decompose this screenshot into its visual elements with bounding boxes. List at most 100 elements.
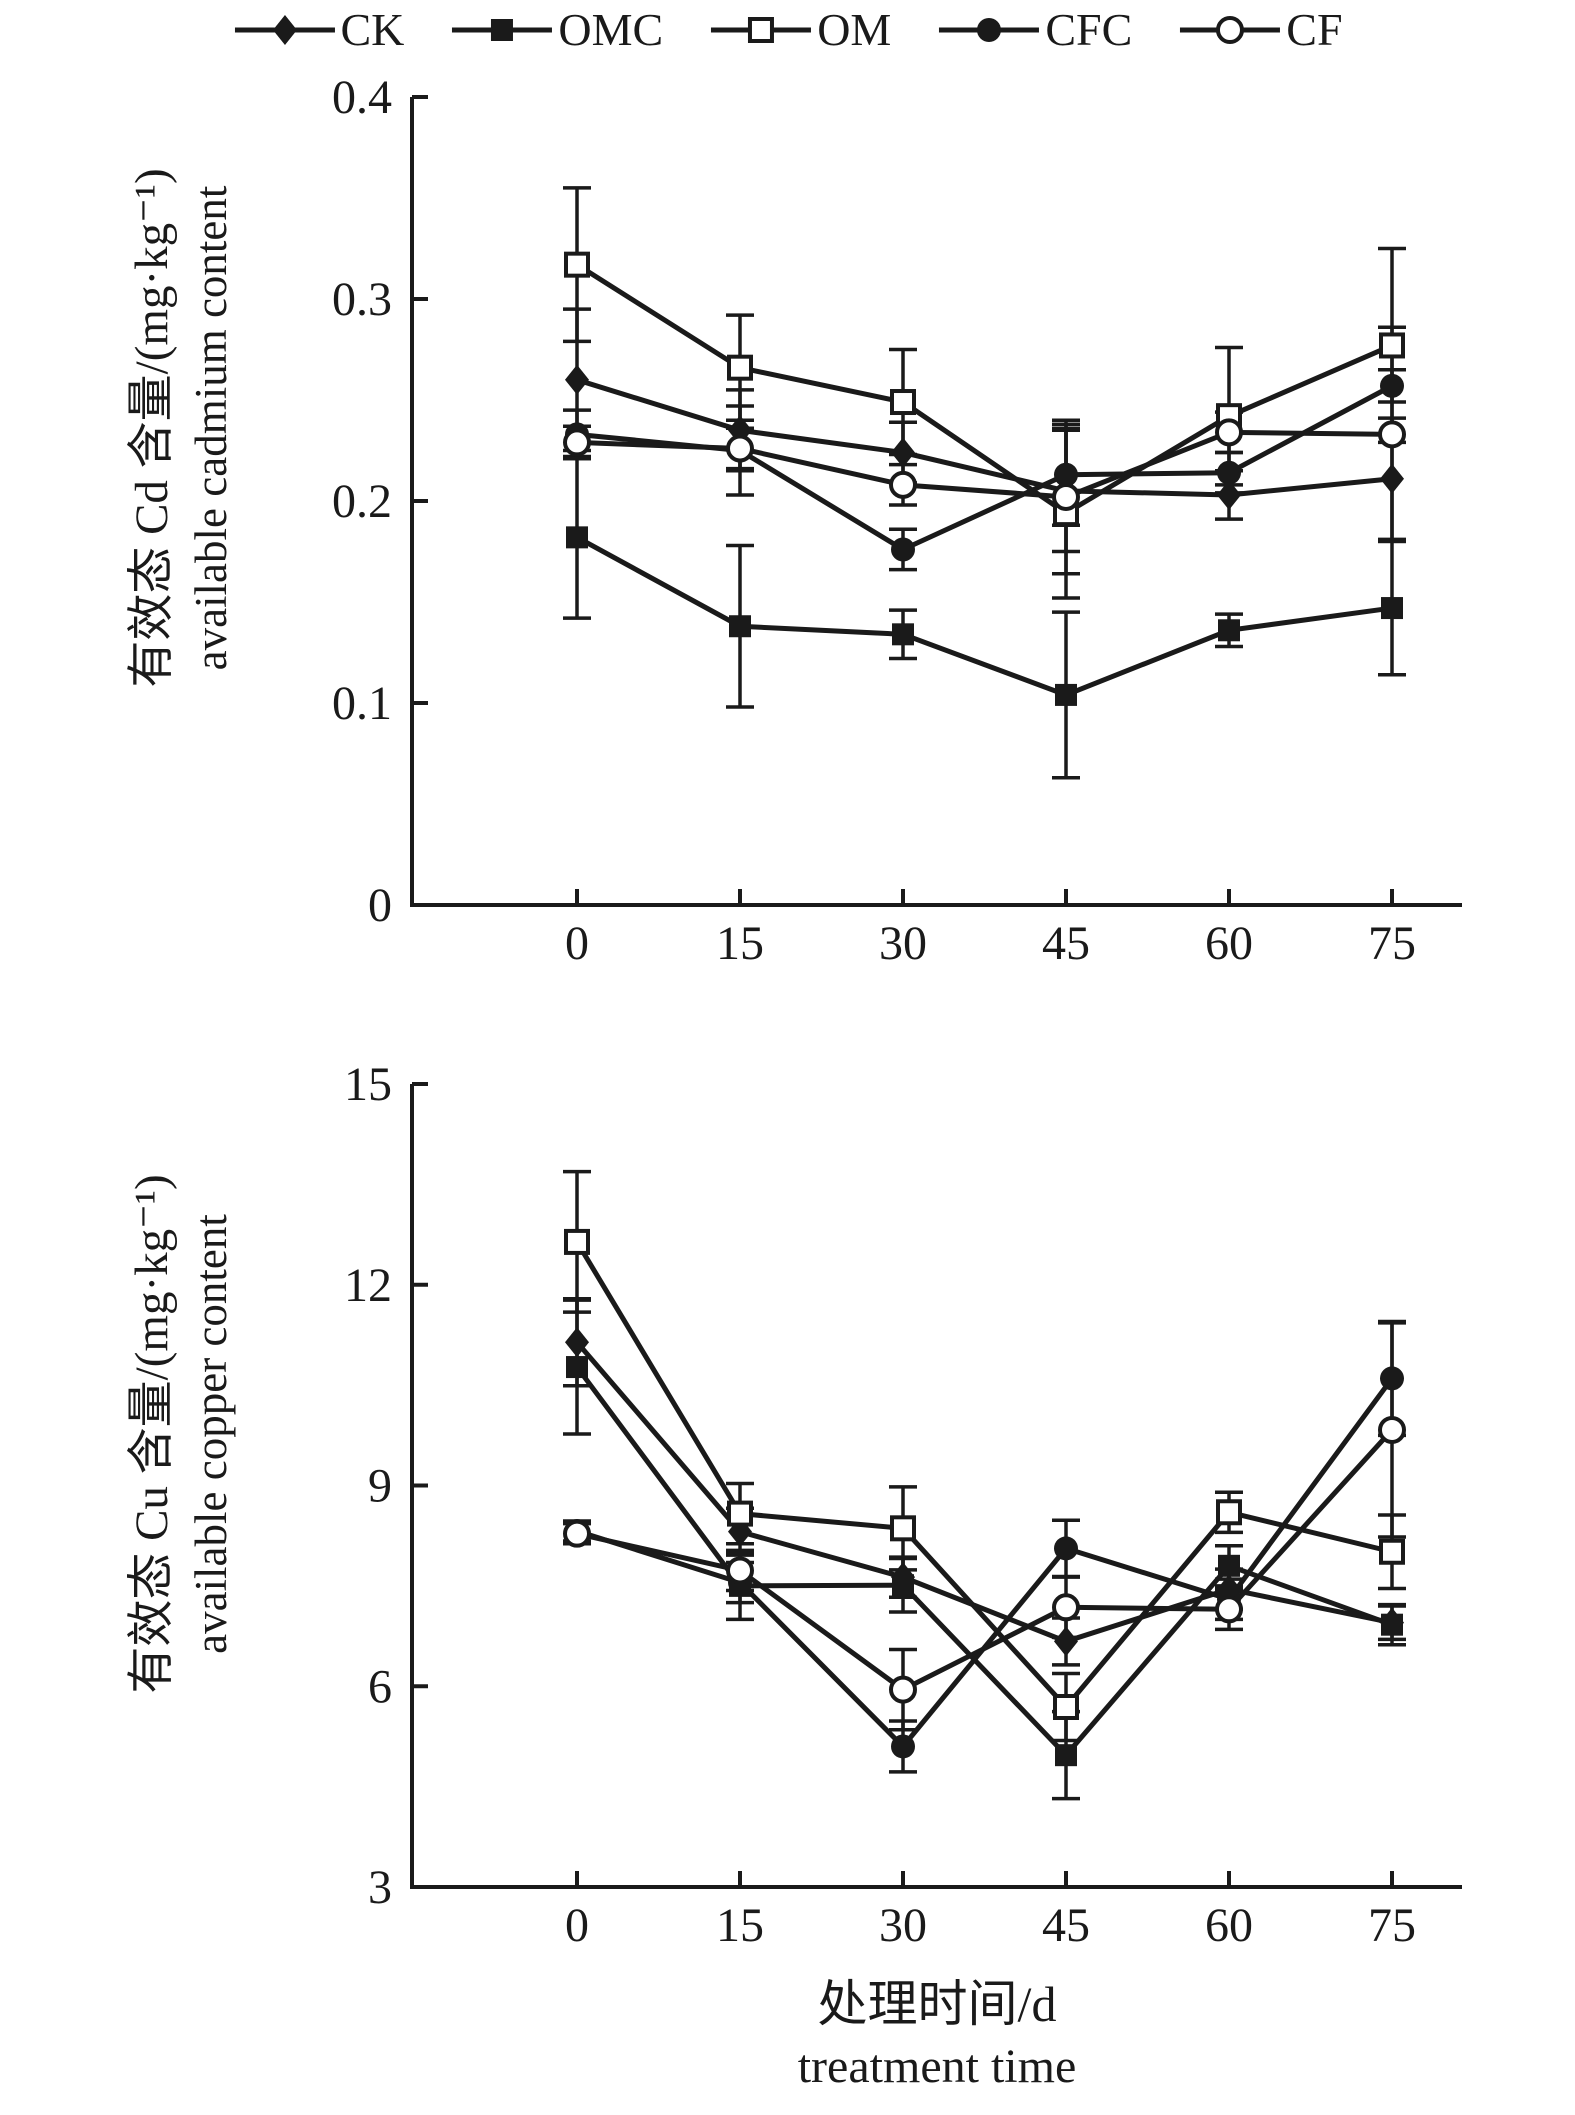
legend-item-OMC: OMC xyxy=(450,2,663,58)
circle-filled-glyph xyxy=(977,18,1002,42)
legend-item-OM: OM xyxy=(709,2,891,58)
circle-open-marker xyxy=(726,1556,754,1585)
series-line xyxy=(575,1340,1393,1645)
cd-tick-labels: 0 0.1 0.2 0.3 0.4 0 15 30 45 60 75 xyxy=(332,71,1416,970)
diamond-filled-legend-icon xyxy=(234,15,335,45)
cd-y-axis-label-zh: 有效态 Cd 含量/(mg·kg⁻¹) xyxy=(126,168,178,688)
legend-item-CK: CK xyxy=(232,2,404,58)
cu-markers-OM xyxy=(564,1228,1405,1720)
circle-filled-legend-icon xyxy=(939,18,1040,42)
cu-x-tick-label: 15 xyxy=(716,1899,764,1952)
cd-y-tick-label: 0.1 xyxy=(332,677,392,730)
cu-axis-lines xyxy=(410,1084,1462,1889)
square-filled-legend-icon xyxy=(452,19,553,41)
cu-markers-CF xyxy=(563,1415,1406,1704)
square-open-marker xyxy=(1379,332,1405,359)
square-filled-marker xyxy=(1381,1613,1403,1636)
x-axis-label: 处理时间/d treatment time xyxy=(412,1972,1462,2098)
cu-y-axis-label-zh: 有效态 Cu 含量/(mg·kg⁻¹) xyxy=(126,1174,178,1694)
square-open-marker xyxy=(1379,1538,1405,1565)
square-open-marker xyxy=(564,1228,590,1255)
cd-x-tick-label: 45 xyxy=(1042,917,1090,970)
legend-label: OM xyxy=(817,4,892,55)
circle-filled-marker xyxy=(891,1734,915,1759)
circle-open-marker xyxy=(1215,1595,1243,1624)
square-open-marker xyxy=(1216,1499,1242,1526)
cu-tick-labels: 3 6 9 12 15 0 15 30 45 60 75 xyxy=(344,1058,1416,1952)
square-filled-marker xyxy=(566,526,588,549)
diamond-filled-marker xyxy=(1217,479,1241,510)
x-axis-label-en: treatment time xyxy=(797,2040,1077,2093)
series-line xyxy=(574,1240,1393,1711)
circle-filled-marker xyxy=(1054,1536,1078,1561)
cu-markers-CFC xyxy=(565,1366,1404,1759)
square-open-marker xyxy=(727,1500,753,1527)
cd-y-tick-label: 0.4 xyxy=(332,71,392,124)
cu-series-OMC xyxy=(563,1298,1406,1801)
series-line xyxy=(576,1428,1394,1693)
cd-markers-OMC xyxy=(566,526,1403,706)
diamond-filled-marker xyxy=(565,1327,589,1358)
x-axis-label-zh: 处理时间/d xyxy=(817,1976,1057,2032)
cu-y-tick-label: 6 xyxy=(368,1660,392,1713)
cd-x-tick-label: 60 xyxy=(1205,917,1253,970)
cd-x-tick-label: 15 xyxy=(716,917,764,970)
diamond-filled-marker xyxy=(891,437,915,468)
legend-label: CK xyxy=(340,4,405,55)
cu-series-CFC xyxy=(563,1319,1406,1774)
square-open-marker xyxy=(727,354,753,381)
circle-open-marker xyxy=(563,1519,591,1548)
cu-y-tick-label: 3 xyxy=(368,1861,392,1914)
series-line xyxy=(576,429,1393,500)
cd-markers-CF xyxy=(563,418,1406,511)
square-filled-marker xyxy=(1218,1554,1240,1577)
square-filled-marker xyxy=(1055,683,1077,706)
cd-y-axis-label: 有效态 Cd 含量/(mg·kg⁻¹) available cadmium co… xyxy=(122,0,246,878)
legend-item-CFC: CFC xyxy=(937,2,1132,58)
cd-markers-CFC xyxy=(565,373,1404,562)
circle-filled-marker xyxy=(1380,1366,1404,1391)
square-open-marker xyxy=(1053,1693,1079,1720)
cu-x-tick-label: 45 xyxy=(1042,1899,1090,1952)
legend-label: CFC xyxy=(1045,4,1133,55)
square-open-marker xyxy=(890,389,916,416)
cd-x-tick-label: 75 xyxy=(1368,917,1416,970)
square-open-legend-icon xyxy=(711,17,812,43)
cd-y-tick-label: 0 xyxy=(368,879,392,932)
circle-open-marker xyxy=(889,470,917,499)
cd-x-tick-label: 30 xyxy=(879,917,927,970)
square-filled-marker xyxy=(729,615,751,638)
circle-open-glyph xyxy=(1216,16,1245,44)
circle-open-marker xyxy=(563,428,591,457)
circle-open-marker xyxy=(726,434,754,463)
circle-filled-marker xyxy=(891,537,915,562)
cd-y-axis-label-en: available cadmium content xyxy=(186,185,236,671)
cu-x-tick-label: 75 xyxy=(1368,1899,1416,1952)
circle-open-marker xyxy=(889,1675,917,1704)
square-filled-glyph xyxy=(491,19,514,41)
cu-x-tick-label: 60 xyxy=(1205,1899,1253,1952)
diamond-filled-marker xyxy=(565,364,589,395)
cu-y-tick-label: 9 xyxy=(368,1460,392,1513)
cu-y-tick-label: 12 xyxy=(344,1259,392,1312)
cu-series-CK xyxy=(563,1297,1406,1667)
series-line xyxy=(576,377,1393,498)
legend-label: OMC xyxy=(558,4,664,55)
series-line xyxy=(575,262,1393,517)
cu-axes xyxy=(410,1082,1462,1889)
legend-label: CF xyxy=(1286,4,1343,55)
circle-open-marker xyxy=(1052,482,1080,511)
circle-open-marker xyxy=(1378,420,1406,449)
diamond-filled-glyph xyxy=(272,15,297,45)
circle-open-marker xyxy=(1215,418,1243,447)
series-line xyxy=(574,1365,1393,1759)
cd-axes xyxy=(410,95,1462,907)
cd-x-tick-label: 0 xyxy=(565,917,589,970)
cd-y-tick-label: 0.3 xyxy=(332,273,392,326)
square-open-glyph xyxy=(748,17,775,43)
chart-legend: CK OMC OM CFC CF xyxy=(232,2,1343,58)
diamond-filled-marker xyxy=(1380,463,1404,494)
cd-y-tick-label: 0.2 xyxy=(332,475,392,528)
